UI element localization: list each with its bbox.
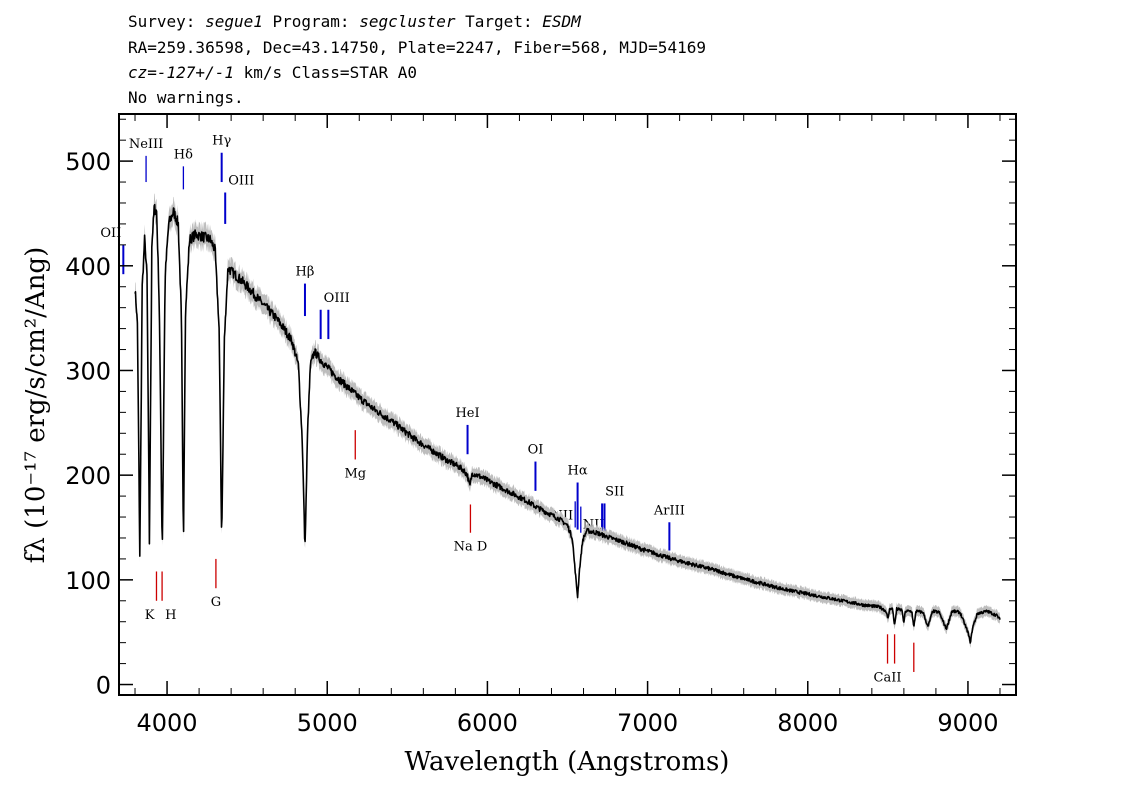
header-line-redshift: cz=-127+/-1 km/s Class=STAR A0 [128,63,417,83]
y-tick-label: 0 [96,672,111,700]
line-label: CaII [874,671,902,686]
x-tick-label: 9000 [937,709,998,737]
redshift-class: km/s Class=STAR A0 [233,63,417,82]
line-label: Hδ [174,147,193,162]
x-tick-label: 8000 [777,709,838,737]
line-label: NeIII [129,137,163,152]
spectrum-data [134,193,1001,648]
line-label: K [145,608,155,623]
y-tick-label: 300 [65,357,111,385]
target-value: ESDM [542,12,581,31]
survey-label: Survey: [128,12,206,31]
y-tick-label: 200 [65,462,111,490]
line-label: OII [100,226,121,241]
x-tick-label: 4000 [137,709,198,737]
x-tick-label: 6000 [457,709,518,737]
x-tick-label: 7000 [617,709,678,737]
target-label: Target: [455,12,543,31]
header-line-warnings: No warnings. [128,88,244,107]
line-label: ArIII [653,503,685,518]
line-label: HeI [455,406,479,421]
flux-line [134,203,1001,644]
flux-error-band [135,193,1000,648]
line-label: H [165,608,176,623]
y-axis-title: fλ (10⁻¹⁷ erg/s/cm²/Ang) [21,247,51,563]
redshift-value: cz=-127+/-1 [128,63,234,82]
line-label: OIII [324,291,350,306]
line-label: OIII [228,174,254,189]
line-label: Hγ [212,134,231,149]
line-label: OI [528,443,544,458]
y-tick-label: 400 [65,253,111,281]
line-label: Hβ [296,265,315,280]
plot-frame [118,113,1017,696]
line-label: Na D [454,540,488,555]
y-tick-label: 100 [65,567,111,595]
line-label: G [211,595,221,610]
header-line-coordinates: RA=259.36598, Dec=43.14750, Plate=2247, … [128,38,706,57]
axis-ticks: 4000 5000 6000 7000 8000 9000 0 100 200 300 400 500 [65,114,1016,737]
x-axis-title: Wavelength (Angstroms) [405,747,730,777]
program-label: Program: [262,12,360,31]
survey-value: segue1 [205,12,263,31]
x-tick-label: 5000 [297,709,358,737]
y-tick-label: 500 [65,148,111,176]
line-label: Mg [344,466,366,481]
spectral-line-markers: NeIIIHδHγOIIIOIIHβOIIIHeIOINIIHαNIISIIAr… [100,134,915,686]
line-label: Hα [568,463,588,478]
program-value: segcluster [359,12,456,31]
line-label: SII [605,484,624,499]
header-line-survey: Survey: segue1 Program: segcluster Targe… [128,12,581,32]
